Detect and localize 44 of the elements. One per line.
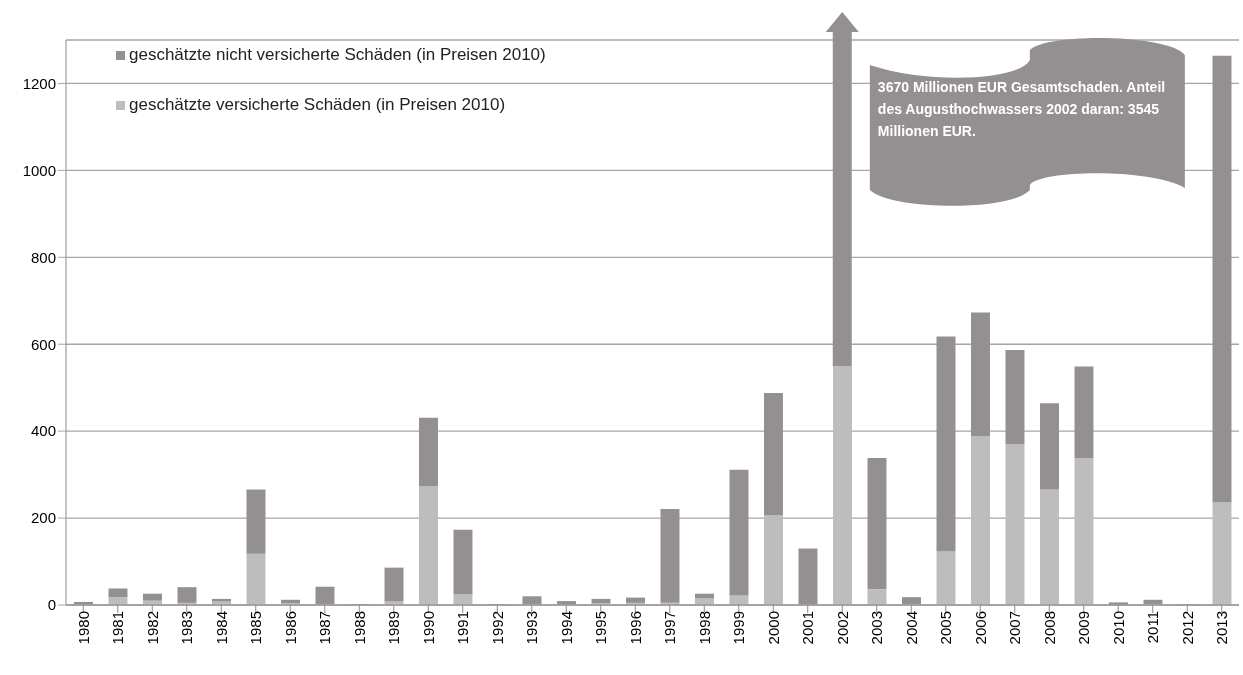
x-tick-label: 2010	[1109, 611, 1127, 645]
x-tick-label: 1985	[247, 611, 265, 645]
y-tick-label: 200	[30, 509, 56, 527]
y-tick-label: 800	[30, 248, 56, 266]
x-tick-label: 1989	[385, 611, 403, 645]
y-tick-label: 400	[30, 422, 56, 440]
x-tick-label: 2003	[868, 611, 886, 645]
x-tick-label: 1991	[454, 611, 472, 645]
x-tick-label: 2007	[1006, 611, 1024, 645]
y-tick-label: 0	[47, 596, 56, 614]
y-tick-label: 1200	[22, 74, 56, 92]
x-tick-label: 2008	[1040, 611, 1058, 645]
x-tick-label: 1993	[523, 611, 541, 645]
x-tick-label: 1996	[626, 611, 644, 645]
x-tick-label: 1986	[281, 611, 299, 645]
x-tick-label: 2002	[833, 611, 851, 645]
y-tick-label: 600	[30, 335, 56, 353]
x-tick-label: 2006	[971, 611, 989, 645]
legend-label: geschätzte nicht versicherte Schäden (in Preisen 2010)	[129, 45, 546, 65]
x-tick-label: 1990	[419, 611, 437, 645]
x-tick-label: 1984	[212, 611, 230, 645]
y-tick-label: 1000	[22, 161, 56, 179]
x-tick-label: 2000	[764, 611, 782, 645]
x-tick-label: 1997	[661, 611, 679, 645]
x-tick-label: 1994	[557, 611, 575, 645]
x-tick-label: 2001	[799, 611, 817, 645]
x-tick-label: 1981	[109, 611, 127, 645]
x-tick-label: 1980	[74, 611, 92, 645]
x-tick-label: 2004	[902, 611, 920, 645]
x-tick-label: 2013	[1213, 611, 1231, 645]
x-tick-label: 1983	[178, 611, 196, 645]
x-tick-label: 1992	[488, 611, 506, 645]
annotation: 3670 Millionen EUR Gesamtschaden. Anteil des Augusthochwassers 2002 daran: 3545 Millionen EUR.	[877, 78, 1167, 141]
legend-label: geschätzte versicherte Schäden (in Preisen 2010)	[129, 95, 506, 115]
x-tick-label: 2011	[1144, 611, 1162, 644]
x-tick-label: 1995	[592, 611, 610, 645]
x-tick-label: 1988	[350, 611, 368, 645]
x-tick-label: 2009	[1075, 611, 1093, 645]
x-tick-label: 2005	[937, 611, 955, 645]
x-tick-label: 1987	[316, 611, 334, 645]
x-tick-label: 1982	[143, 611, 161, 645]
x-tick-label: 2012	[1178, 611, 1196, 645]
x-tick-label: 1998	[695, 611, 713, 645]
x-tick-label: 1999	[730, 611, 748, 645]
